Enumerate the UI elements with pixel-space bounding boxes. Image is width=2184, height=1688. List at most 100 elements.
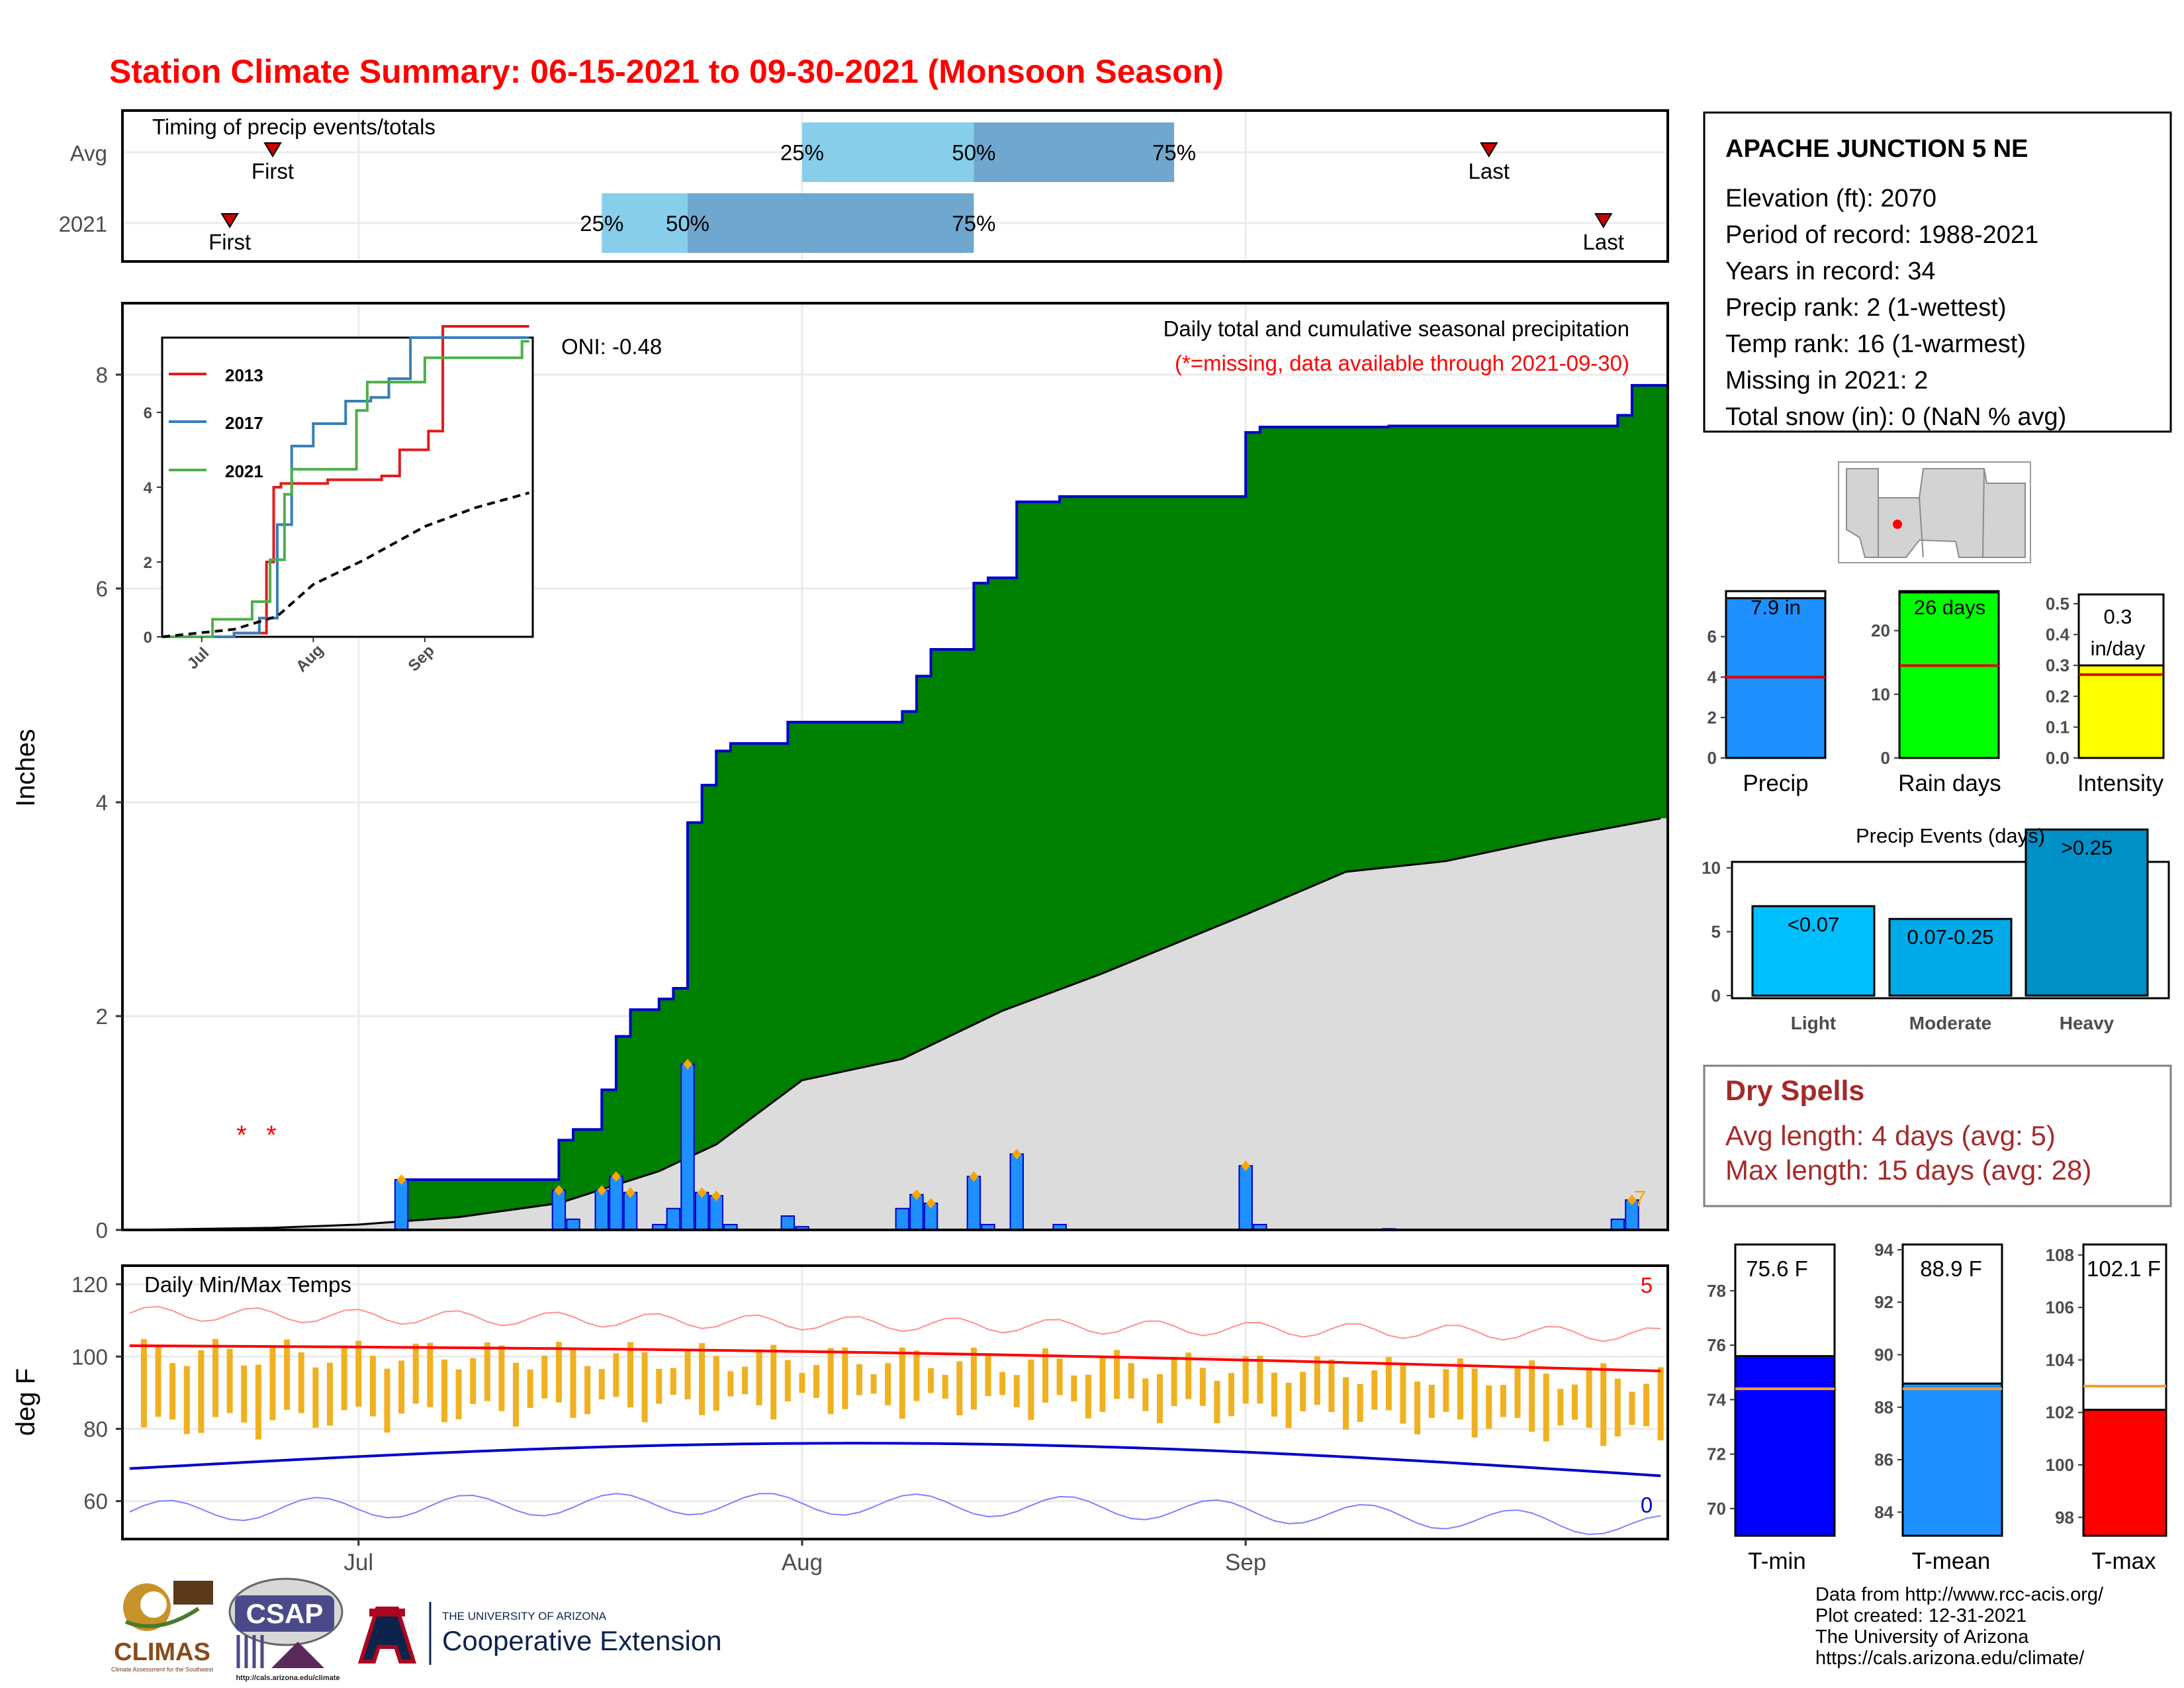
climas-logo-subtext: Climate Assessment for the Southwest — [111, 1666, 214, 1673]
daily-precip-marker — [1241, 1160, 1251, 1172]
tgauge-tmax-ytick-label: 106 — [2046, 1297, 2074, 1317]
timing-label: Timing of precip events/totals — [152, 115, 435, 139]
gauge-intensity-ytick-label: 0.2 — [2046, 686, 2070, 706]
timing-2021-label-25: 25% — [580, 211, 623, 236]
tgauge-tmean-ytick-label: 90 — [1874, 1344, 1893, 1364]
station-info-box: APACHE JUNCTION 5 NE Elevation (ft): 207… — [1703, 111, 2172, 433]
events-ytick-label: 10 — [1702, 858, 1721, 878]
events-xlabel-heavy: Heavy — [2060, 1013, 2115, 1033]
timing-row-2021: 2021 — [59, 212, 107, 236]
ua-logo: THE UNIVERSITY OF ARIZONA Cooperative Ex… — [357, 1602, 722, 1665]
events-xlabel-light: Light — [1791, 1013, 1836, 1033]
gauge-intensity-ytick-label: 0.5 — [2046, 594, 2070, 614]
gauge-precip-ytick-label: 6 — [1707, 627, 1717, 647]
timing-2021-first-marker — [220, 213, 239, 228]
tgauge-tmean-ytick-label: 92 — [1874, 1292, 1893, 1312]
timing-avg-label-25: 25% — [780, 140, 824, 165]
inset-legend-2017: 2017 — [225, 413, 263, 433]
station-line-elevation: Elevation (ft): 2070 — [1725, 185, 1936, 212]
chart-title: Station Climate Summary: 06-15-2021 to 0… — [109, 53, 1224, 90]
tgauge-tmean-label: T-mean — [1912, 1548, 1991, 1574]
climas-logo-text: CLIMAS — [114, 1638, 210, 1666]
daily-precip-bar — [623, 1192, 638, 1231]
station-line-missing: Missing in 2021: 2 — [1725, 367, 1928, 395]
precip-ytick-label: 0 — [96, 1218, 108, 1243]
precip-ytick-label: 4 — [96, 790, 108, 815]
timing-2021-label-50: 50% — [666, 211, 709, 236]
tgauge-tmax-ytick-label: 104 — [2046, 1350, 2075, 1370]
credit-data-source: Data from http://www.rcc-acis.org/ — [1815, 1584, 2104, 1605]
daily-precip-bar — [394, 1179, 409, 1231]
timing-row-avg: Avg — [70, 141, 107, 165]
temp-gauges: 70 72 74 76 78 84 86 88 90 92 94 98 100 102 104 106 108 7… — [1707, 1240, 2167, 1574]
temp-panel: 60 80 100 120 Daily Min/Max Temps deg F 5 0… — [11, 1264, 1669, 1575]
daily-precip-marker — [611, 1171, 621, 1182]
gauge-precip-ytick-label: 4 — [1707, 667, 1717, 687]
record-low-line — [129, 1493, 1661, 1536]
timing-avg-bar-50-75 — [974, 122, 1175, 182]
tgauge-tmean-ytick-label: 86 — [1874, 1450, 1893, 1470]
tgauge-tmin-ytick-label: 72 — [1707, 1444, 1726, 1464]
tgauge-tmin-label: T-min — [1748, 1548, 1806, 1574]
tgauge-tmean-ytick-label: 84 — [1874, 1502, 1893, 1522]
daily-precip-marker — [697, 1187, 707, 1198]
daily-precip-bar — [1238, 1165, 1253, 1231]
tgauge-tmin-ytick-label: 70 — [1707, 1499, 1726, 1519]
credit-plot-created: Plot created: 12-31-2021 — [1815, 1605, 2026, 1626]
inset-legend-2013: 2013 — [225, 365, 263, 385]
gauge-raindays-bar — [1898, 591, 2000, 759]
temp-ytick-label: 60 — [83, 1489, 108, 1514]
daily-precip-bar — [609, 1176, 623, 1231]
daily-precip-marker — [396, 1174, 406, 1186]
tgauge-tmin-ytick-label: 74 — [1707, 1389, 1726, 1409]
temp-ytick-label: 80 — [83, 1417, 108, 1441]
xaxis-tick-label: Sep — [1225, 1550, 1266, 1575]
timing-avg-first-marker — [263, 142, 282, 158]
gauge-raindays-value: 26 days — [1914, 596, 1986, 619]
tgauge-tmin-value: 75.6 F — [1746, 1256, 1808, 1281]
timing-2021-bar-50-75 — [688, 193, 974, 253]
tgauge-tmean-bar — [1901, 1382, 2003, 1537]
dry-spells-title: Dry Spells — [1725, 1075, 1864, 1107]
gauge-intensity-ytick-label: 0.0 — [2046, 748, 2070, 768]
gauge-raindays-ytick-label: 20 — [1871, 621, 1890, 641]
daily-precip-bar — [780, 1215, 796, 1231]
gauge-intensity-ytick-label: 0.1 — [2046, 717, 2070, 737]
gauge-raindays-ytick-label: 0 — [1881, 748, 1890, 768]
tgauge-tmin-ytick-label: 78 — [1707, 1281, 1726, 1301]
precip-count-label: 7 — [1634, 1186, 1646, 1211]
inset-ytick-label: 2 — [144, 554, 152, 572]
daily-precip-bar — [1009, 1153, 1024, 1231]
daily-precip-marker — [711, 1190, 721, 1201]
cumulative-avg-area — [124, 818, 1666, 1230]
inset-ytick-label: 0 — [144, 629, 152, 647]
temp-ylabel: deg F — [11, 1368, 40, 1436]
temp-count-high: 5 — [1641, 1273, 1653, 1297]
precip-gauges: 0 2 4 6 0 10 20 0.0 0.1 0.2 0.3 0.4 0.5 7.9 in 26 days… — [1707, 590, 2165, 796]
tgauge-tmax-ytick-label: 108 — [2046, 1245, 2074, 1265]
precip-ytick-label: 8 — [96, 363, 108, 387]
daily-precip-marker — [554, 1185, 564, 1196]
events-xlabel-moderate: Moderate — [1909, 1013, 1991, 1033]
footer-credits: Data from http://www.rcc-acis.org/ Plot … — [1815, 1584, 2104, 1669]
timing-avg-last-marker — [1479, 142, 1498, 158]
daily-precip-marker — [926, 1197, 936, 1209]
events-ytick-label: 5 — [1711, 922, 1721, 942]
events-bar-light — [1751, 905, 1876, 997]
temp-count-low: 0 — [1641, 1493, 1653, 1517]
timing-2021-first-label: First — [208, 230, 251, 254]
gauge-precip-ytick-label: 0 — [1707, 748, 1717, 768]
dry-spells-max-length: Max length: 15 days (avg: 28) — [1725, 1154, 2091, 1186]
daily-precip-bar — [666, 1207, 681, 1231]
cumulative-avg-line — [124, 817, 1661, 1231]
timing-2021-last-label: Last — [1583, 230, 1624, 254]
gauge-intensity-value-unit: in/day — [2091, 637, 2146, 660]
avg-max-temp-line — [129, 1344, 1661, 1373]
tgauge-tmax-label: T-max — [2091, 1548, 2156, 1574]
credit-url: https://cals.arizona.edu/climate/ — [1815, 1648, 2085, 1669]
events-bar-text-light: <0.07 — [1788, 913, 1839, 936]
precip-panel: 0 2 4 6 8 Inches Daily total and cumulative … — [11, 302, 1669, 1243]
tgauge-tmin-bar — [1734, 1355, 1836, 1537]
precip-ytick-label: 2 — [96, 1004, 108, 1029]
